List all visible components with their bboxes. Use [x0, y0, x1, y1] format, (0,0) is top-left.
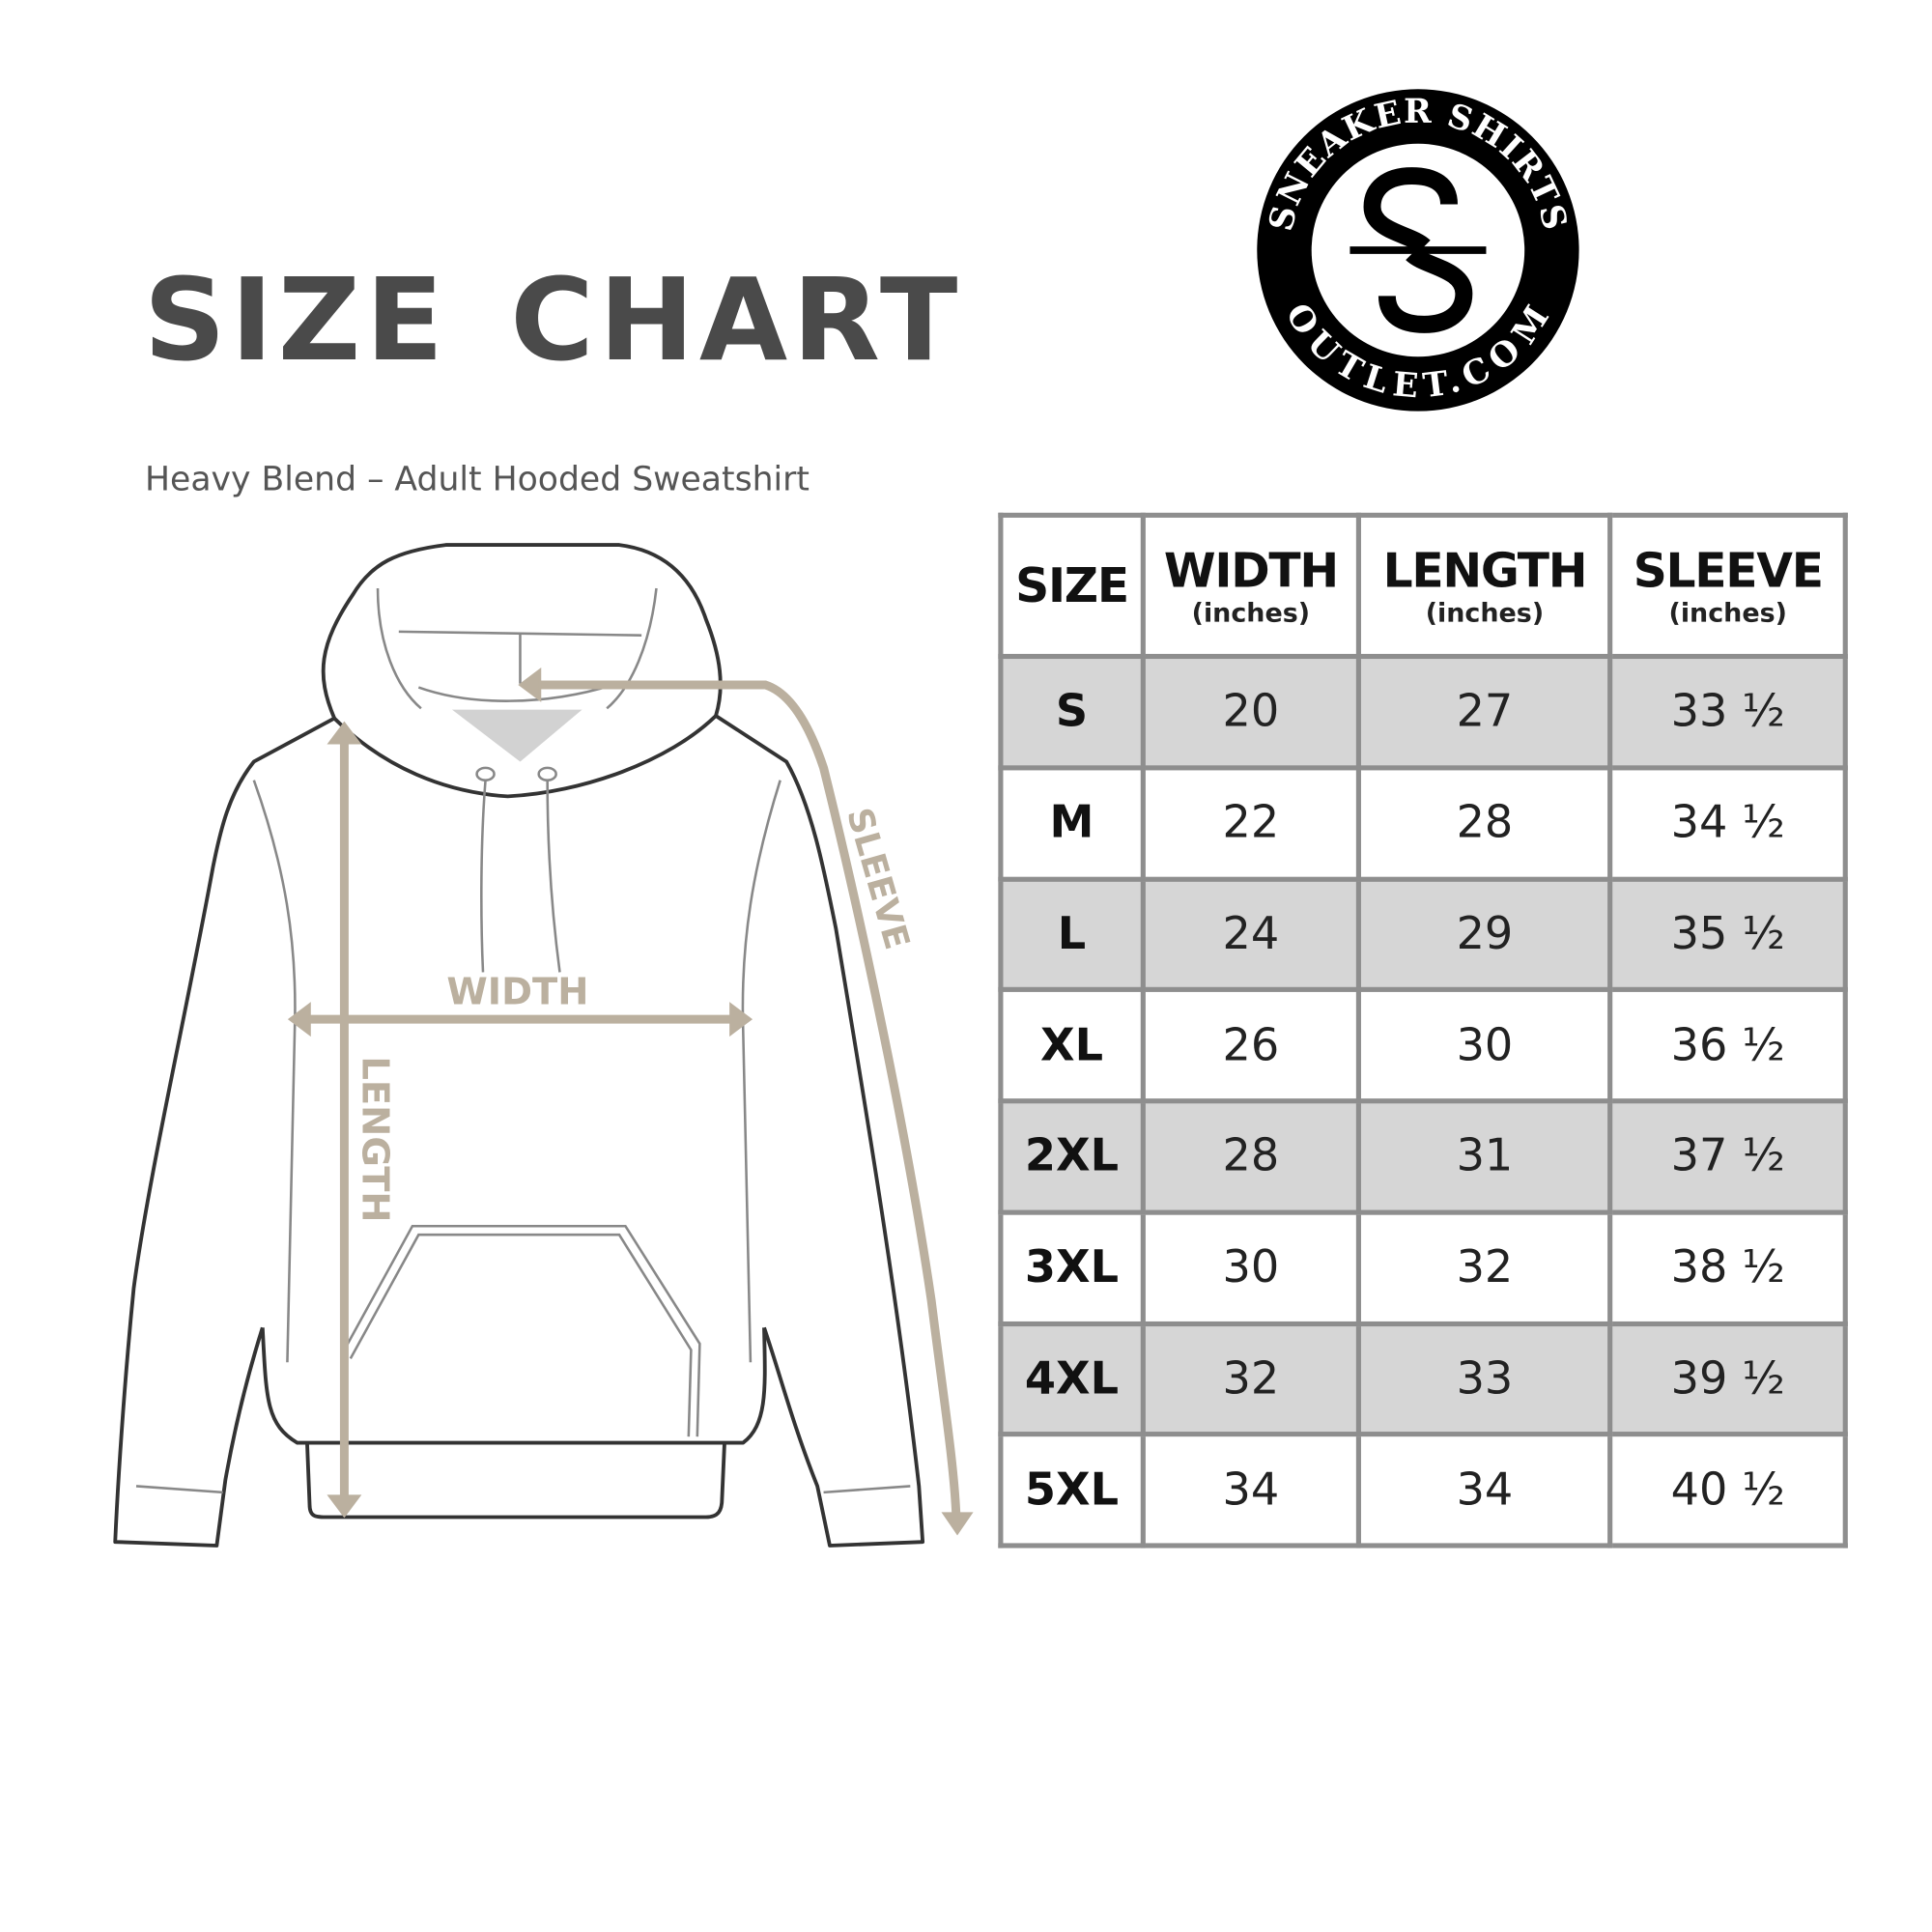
cell-sleeve: 37 ½ — [1607, 1098, 1848, 1215]
cell-length: 28 — [1356, 764, 1613, 882]
cell-sleeve: 33 ½ — [1607, 653, 1848, 771]
header-width: WIDTH (inches) — [1140, 512, 1362, 660]
table-row: 5XL 34 34 40 ½ — [998, 1432, 1848, 1548]
cell-sleeve: 39 ½ — [1607, 1321, 1848, 1437]
cell-width: 30 — [1140, 1209, 1362, 1326]
table-row: 4XL 32 33 39 ½ — [998, 1321, 1848, 1437]
length-label: LENGTH — [354, 1056, 397, 1222]
cell-size: 5XL — [998, 1432, 1146, 1548]
cell-sleeve: 36 ½ — [1607, 987, 1848, 1104]
cell-size: M — [998, 764, 1146, 882]
table-row: 3XL 30 32 38 ½ — [998, 1209, 1848, 1326]
product-subtitle: Heavy Blend – Adult Hooded Sweatshirt — [144, 460, 810, 499]
measure-arrows — [287, 668, 974, 1536]
cell-width: 32 — [1140, 1321, 1362, 1437]
cell-length: 30 — [1356, 987, 1613, 1104]
ss-monogram-icon — [1350, 167, 1487, 333]
size-table: SIZE WIDTH (inches) LENGTH (inches) SLEEVE… — [998, 512, 1848, 1548]
cell-sleeve: 38 ½ — [1607, 1209, 1848, 1326]
hoodie-diagram: WIDTH LENGTH SLEEVE — [113, 543, 974, 1548]
cell-size: 4XL — [998, 1321, 1146, 1437]
cell-length: 34 — [1356, 1432, 1613, 1548]
cell-width: 24 — [1140, 876, 1362, 993]
cell-size: S — [998, 653, 1146, 771]
cell-width: 20 — [1140, 653, 1362, 771]
page-title: SIZE CHART — [143, 253, 963, 386]
table-row: L 24 29 35 ½ — [998, 876, 1848, 993]
header-length: LENGTH (inches) — [1356, 512, 1613, 660]
table-row: S 20 27 33 ½ — [998, 653, 1848, 771]
table-row: M 22 28 34 ½ — [998, 764, 1848, 882]
sneaker-shirts-logo: SNEAKER SHIRTS OUTLET.COM — [1257, 89, 1579, 412]
header-size: SIZE — [998, 512, 1146, 660]
cell-width: 34 — [1140, 1432, 1362, 1548]
cell-length: 32 — [1356, 1209, 1613, 1326]
hoodie-detail-lines — [135, 587, 911, 1494]
table-row: 2XL 28 31 37 ½ — [998, 1098, 1848, 1215]
cell-width: 28 — [1140, 1098, 1362, 1215]
cell-sleeve: 40 ½ — [1607, 1432, 1848, 1548]
sleeve-arrow — [538, 680, 961, 1514]
width-label: WIDTH — [446, 971, 588, 1014]
hoodie-outline — [113, 543, 925, 1548]
cell-size: L — [998, 876, 1146, 993]
table-header-row: SIZE WIDTH (inches) LENGTH (inches) SLEEVE… — [998, 512, 1848, 660]
cell-size: 2XL — [998, 1098, 1146, 1215]
cell-width: 26 — [1140, 987, 1362, 1104]
table-row: XL 26 30 36 ½ — [998, 987, 1848, 1104]
cell-length: 31 — [1356, 1098, 1613, 1215]
cell-width: 22 — [1140, 764, 1362, 882]
cell-length: 29 — [1356, 876, 1613, 993]
cell-size: XL — [998, 987, 1146, 1104]
cell-length: 27 — [1356, 653, 1613, 771]
cell-size: 3XL — [998, 1209, 1146, 1326]
cell-length: 33 — [1356, 1321, 1613, 1437]
hood-inner-shade — [451, 709, 582, 762]
cell-sleeve: 34 ½ — [1607, 764, 1848, 882]
header-sleeve: SLEEVE (inches) — [1607, 512, 1848, 660]
cell-sleeve: 35 ½ — [1607, 876, 1848, 993]
